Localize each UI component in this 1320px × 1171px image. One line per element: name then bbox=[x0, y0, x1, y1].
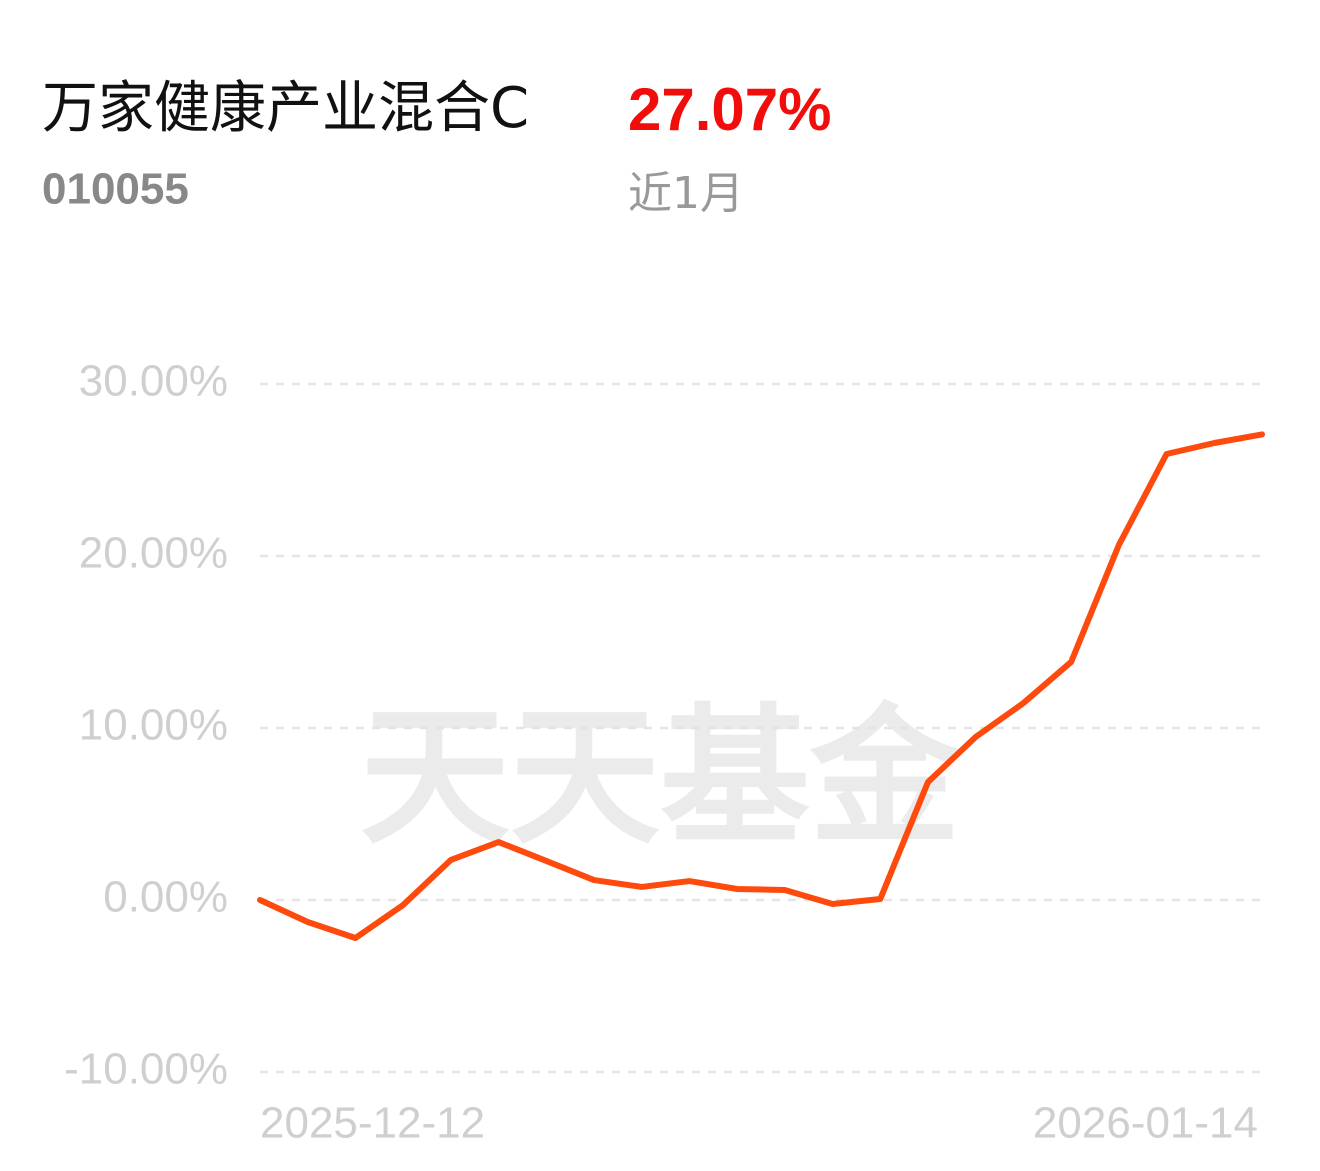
y-tick-label: 30.00% bbox=[79, 357, 228, 406]
y-tick-label: 0.00% bbox=[103, 873, 228, 922]
return-value: 27.07% bbox=[628, 76, 832, 143]
x-tick-label: 2026-01-14 bbox=[1033, 1099, 1258, 1148]
x-tick-label: 2025-12-12 bbox=[260, 1099, 485, 1148]
y-tick-label: 10.00% bbox=[79, 701, 228, 750]
chart-title: 万家健康产业混合C bbox=[42, 76, 529, 141]
y-tick-label: -10.00% bbox=[64, 1045, 228, 1094]
watermark: 天天基金 bbox=[360, 689, 961, 865]
line bbox=[257, 431, 1265, 942]
period: 近1月 bbox=[628, 168, 744, 219]
y-tick-label: 20.00% bbox=[79, 529, 228, 578]
fund-code: 010055 bbox=[42, 165, 189, 214]
